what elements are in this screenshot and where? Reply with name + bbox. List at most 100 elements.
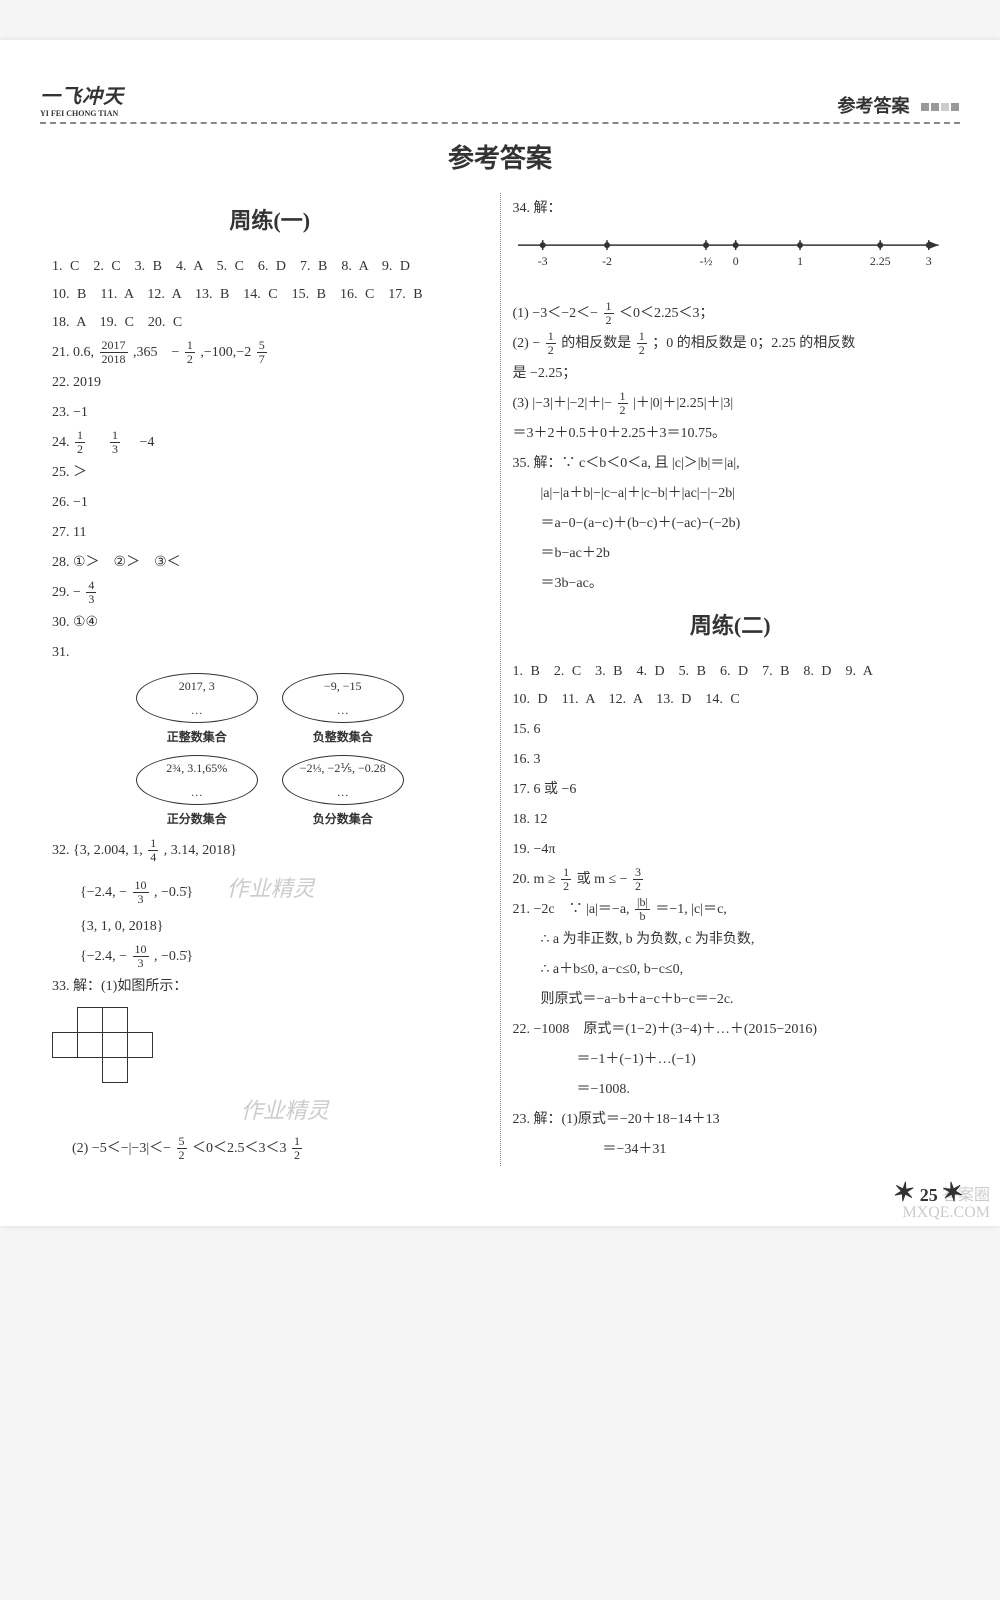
svg-text:-3: -3 <box>537 254 547 268</box>
s1-q31: 31. <box>52 639 488 667</box>
s1-q30: 30. ①④ <box>52 609 488 637</box>
left-column: 周练(一) 1. C 2. C 3. B 4. A 5. C 6. D 7. B… <box>40 193 501 1166</box>
q24-tail: −4 <box>126 435 155 450</box>
q34l2-pre: (2) − <box>513 336 541 351</box>
ov4-label: 负分数集合 <box>313 807 373 831</box>
q24-f2: 13 <box>110 429 120 456</box>
wm2-wrap: 作业精灵 <box>52 1089 488 1133</box>
q35-l4: ＝3b−ac。 <box>513 570 949 598</box>
q32l2-tail: , −0.5̇} <box>154 885 193 900</box>
header-right: 参考答案 <box>838 92 961 118</box>
svg-text:0: 0 <box>732 254 738 268</box>
q21-mid2: ,−100,−2 <box>200 345 251 360</box>
corner-wm-line1: 答案圈 <box>902 1187 990 1205</box>
svg-text:-½: -½ <box>699 254 712 268</box>
s2-q18: 18. 12 <box>513 806 949 834</box>
q21-mid: ,365 − <box>133 345 179 360</box>
q32-pre: 32. {3, 2.004, 1, <box>52 843 146 858</box>
s1-q32-l3: {3, 1, 0, 2018} <box>52 913 488 941</box>
oval-2: −9, −15 … <box>282 673 404 723</box>
q29-frac: 43 <box>86 579 96 606</box>
q33l2-pre: (2) −5＜−|−3|＜− <box>72 1141 171 1156</box>
s2q21-pre: 21. −2c ∵ |a|＝−a, <box>513 902 634 917</box>
header-right-label: 参考答案 <box>838 96 910 116</box>
s2-q20: 20. m ≥ 12 或 m ≤ − 32 <box>513 866 949 894</box>
s2-q22-l1: ＝−1＋(−1)＋…(−1) <box>513 1046 949 1074</box>
watermark-2: 作业精灵 <box>241 1089 329 1133</box>
q34l1-frac: 12 <box>604 300 614 327</box>
number-line: -3 -2 -½ 0 1 2.25 3 <box>513 229 949 290</box>
s1-q32-l4: {−2.4, − 103 , −0.5̇} <box>52 943 488 971</box>
s1-mc-line3: 18. A 19. C 20. C <box>52 309 488 337</box>
s1-q33-l2: (2) −5＜−|−3|＜− 52 ＜0＜2.5＜3＜3 12 <box>52 1135 488 1163</box>
s2-q23-l1: ＝−34＋31 <box>513 1136 949 1164</box>
oval-4: −2⅓, −2⅕, −0.28 … <box>282 755 404 805</box>
s1-q27: 27. 11 <box>52 519 488 547</box>
s1-q23: 23. −1 <box>52 399 488 427</box>
q29-pre: 29. − <box>52 585 81 600</box>
right-column: 34. 解： <box>501 193 961 1166</box>
page-title: 参考答案 <box>40 138 960 175</box>
s2-q16: 16. 3 <box>513 746 949 774</box>
q34-l2: (2) − 12 的相反数是 12 ；0 的相反数是 0；2.25 的相反数 <box>513 330 949 358</box>
grid-shape <box>52 1007 488 1083</box>
s2q21-frac: |b|b <box>635 896 650 923</box>
q34l1-pre: (1) −3＜−2＜− <box>513 306 599 321</box>
numline-svg: -3 -2 -½ 0 1 2.25 3 <box>513 229 949 279</box>
oval-block-4: −2⅓, −2⅕, −0.28 … 负分数集合 <box>282 755 404 831</box>
ov3-l1: 2¾, 3.1,65% <box>166 756 227 780</box>
oval-block-3: 2¾, 3.1,65% … 正分数集合 <box>136 755 258 831</box>
ov1-l1: 2017, 3 <box>179 674 215 698</box>
corner-watermark: 答案圈 MXQE.COM <box>902 1187 990 1222</box>
watermark-1: 作业精灵 <box>227 867 315 911</box>
s2-mc2: 10. D 11. A 12. A 13. D 14. C <box>513 686 949 714</box>
section2-title: 周练(二) <box>513 604 949 648</box>
ov2-l2: … <box>337 698 349 722</box>
s1-mc-line2: 10. B 11. A 12. A 13. B 14. C 15. B 16. … <box>52 281 488 309</box>
q34-l1: (1) −3＜−2＜− 12 ＜0＜2.25＜3； <box>513 300 949 328</box>
q21-frac3: 57 <box>257 339 267 366</box>
s2-q17: 17. 6 或 −6 <box>513 776 949 804</box>
q34l2-mid: 的相反数是 <box>561 336 631 351</box>
oval-3: 2¾, 3.1,65% … <box>136 755 258 805</box>
s2-q22-l2: ＝−1008. <box>513 1076 949 1104</box>
s2-q15: 15. 6 <box>513 716 949 744</box>
brand: 一飞冲天 YI FEI CHONG TIAN <box>40 80 124 118</box>
oval-1: 2017, 3 … <box>136 673 258 723</box>
ov2-label: 负整数集合 <box>313 725 373 749</box>
ov1-label: 正整数集合 <box>167 725 227 749</box>
oval-row-2: 2¾, 3.1,65% … 正分数集合 −2⅓, −2⅕, −0.28 … 负分… <box>52 755 488 831</box>
ov3-l2: … <box>191 780 203 804</box>
q35-l1: |a|−|a＋b|−|c−a|＋|c−b|＋|ac|−|−2b| <box>513 480 949 508</box>
svg-text:2.25: 2.25 <box>869 254 890 268</box>
s1-q33-head: 33. 解：(1)如图所示： <box>52 973 488 1001</box>
q32-f1: 14 <box>148 837 158 864</box>
s1-q22: 22. 2019 <box>52 369 488 397</box>
s2-mc1: 1. B 2. C 3. B 4. D 5. B 6. D 7. B 8. D … <box>513 658 949 686</box>
corner-wm-line2: MXQE.COM <box>902 1204 990 1222</box>
oval-block-2: −9, −15 … 负整数集合 <box>282 673 404 749</box>
ov4-l2: … <box>337 780 349 804</box>
s2-q21: 21. −2c ∵ |a|＝−a, |b|b ＝−1, |c|＝c, <box>513 896 949 924</box>
q24-mid <box>91 435 105 450</box>
s1-q26: 26. −1 <box>52 489 488 517</box>
q32-tail: , 3.14, 2018} <box>164 843 237 858</box>
q24-pre: 24. <box>52 435 73 450</box>
ov1-l2: … <box>191 698 203 722</box>
q24-f1: 12 <box>75 429 85 456</box>
s2-q22-h: 22. −1008 原式＝(1−2)＋(3−4)＋…＋(2015−2016) <box>513 1016 949 1044</box>
q34l2-f2: 12 <box>637 330 647 357</box>
s1-q32-l1: 32. {3, 2.004, 1, 14 , 3.14, 2018} <box>52 837 488 865</box>
header-pixel-icon <box>920 96 960 117</box>
q35-l3: ＝b−ac＋2b <box>513 540 949 568</box>
brand-text: 一飞冲天 <box>40 86 124 108</box>
s2-q21-l3: ∴ a＋b≤0, a−c≤0, b−c≤0, <box>513 956 949 984</box>
s1-q24: 24. 12 13 −4 <box>52 429 488 457</box>
q33l2-f1: 52 <box>177 1135 187 1162</box>
s1-mc-line1: 1. C 2. C 3. B 4. A 5. C 6. D 7. B 8. A … <box>52 253 488 281</box>
ov4-l1: −2⅓, −2⅕, −0.28 <box>300 756 386 780</box>
section1-title: 周练(一) <box>52 199 488 243</box>
s1-q21: 21. 0.6, 20172018 ,365 − 12 ,−100,−2 57 <box>52 339 488 367</box>
s1-q32-l2: {−2.4, − 103 , −0.5̇} 作业精灵 <box>52 867 488 911</box>
q33l2-mid: ＜0＜2.5＜3＜3 <box>192 1141 287 1156</box>
